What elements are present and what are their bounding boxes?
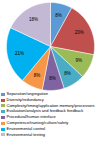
- html-text:Diversity/redundancy: Diversity/redundancy: [6, 96, 44, 102]
- html-text:Competence/training/culture/sa: Competence/training/culture/safety: [6, 120, 69, 125]
- svg-text:8%: 8%: [49, 76, 56, 81]
- svg-text:8%: 8%: [34, 73, 41, 78]
- html-text:Complexity/timing/application: Complexity/timing/application memory/pro…: [6, 102, 95, 108]
- html-text:Environmental testing: Environmental testing: [6, 131, 45, 137]
- html-text:Evaluation/analysis and feedba: Evaluation/analysis and feedback feedbac…: [6, 108, 84, 114]
- svg-text:21%: 21%: [15, 51, 24, 56]
- svg-text:20%: 20%: [75, 30, 84, 35]
- html-text:Environmental control: Environmental control: [6, 125, 46, 131]
- html-text:Separation/segregation: Separation/segregation: [6, 91, 48, 96]
- svg-text:18%: 18%: [29, 17, 38, 22]
- svg-text:8%: 8%: [55, 13, 62, 18]
- svg-text:8%: 8%: [64, 71, 71, 76]
- svg-text:9%: 9%: [75, 58, 82, 63]
- html-text:Procedural/human interface: Procedural/human interface: [6, 114, 56, 120]
